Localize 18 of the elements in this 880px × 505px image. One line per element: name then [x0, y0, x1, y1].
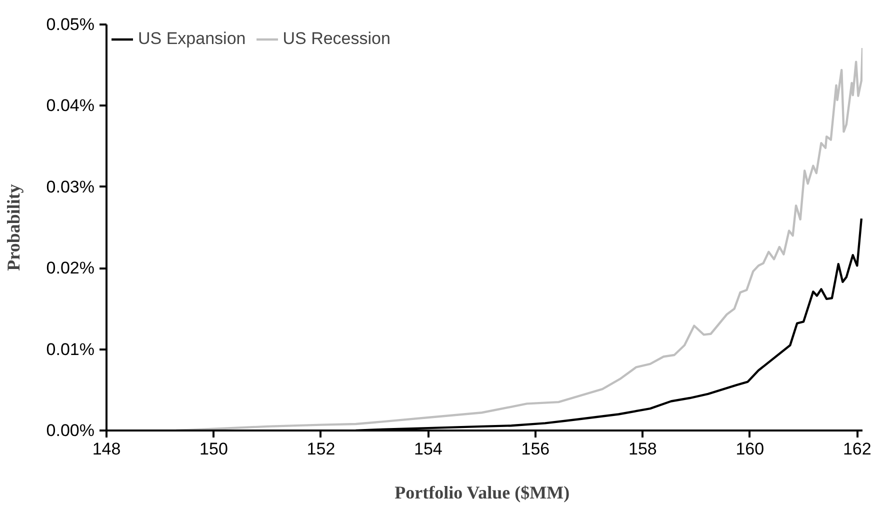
legend-label: US Expansion: [138, 29, 246, 49]
x-axis-title: Portfolio Value ($MM): [394, 482, 570, 502]
y-tick-label: 0.03%: [46, 177, 94, 196]
x-tick-label: 156: [521, 440, 550, 458]
x-tick-label: 162: [842, 440, 872, 458]
x-tick-label: 148: [92, 440, 121, 458]
y-axis-title: Probability: [3, 184, 24, 271]
x-tick-label: 154: [414, 440, 442, 458]
y-tick-label: 0.01%: [46, 340, 94, 359]
x-tick-label: 150: [200, 440, 228, 458]
y-tick-label: 0.04%: [46, 96, 94, 116]
x-tick-label: 160: [736, 440, 764, 458]
y-tick-label: 0.00%: [46, 421, 94, 440]
x-tick-label: 152: [306, 440, 336, 458]
legend-label: US Recession: [282, 29, 390, 49]
x-tick-label: 158: [628, 440, 657, 458]
y-tick-label: 0.02%: [46, 258, 94, 278]
y-tick-label: 0.05%: [46, 15, 94, 34]
